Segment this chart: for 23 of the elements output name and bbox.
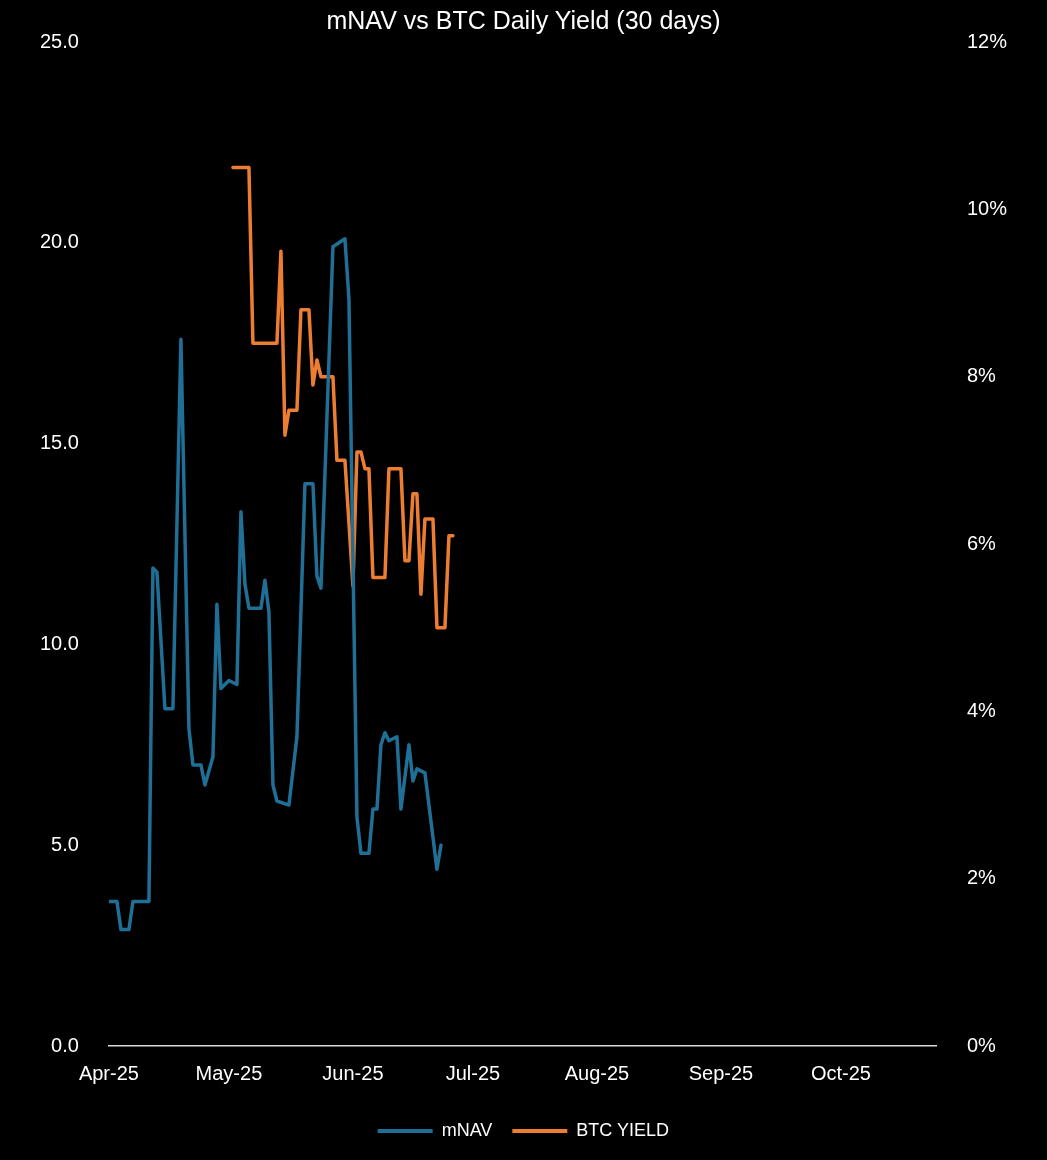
x-tick-label: Jul-25 xyxy=(445,1061,501,1084)
y2-tick-label: 8% xyxy=(966,364,997,387)
x-tick-label: Apr-25 xyxy=(78,1061,139,1084)
legend-label: mNAV xyxy=(441,1119,493,1140)
x-tick-label: Oct-25 xyxy=(810,1061,871,1084)
y-tick-label: 15.0 xyxy=(39,431,79,454)
x-tick-label: Jun-25 xyxy=(322,1061,384,1084)
x-tick-label: Sep-25 xyxy=(688,1061,754,1084)
y-tick-label: 10.0 xyxy=(39,631,79,654)
y2-tick-label: 4% xyxy=(966,698,997,721)
y-tick-label: 5.0 xyxy=(51,832,79,855)
legend-label: BTC YIELD xyxy=(576,1119,670,1140)
y2-tick-label: 10% xyxy=(966,196,1008,219)
y-tick-label: 0.0 xyxy=(51,1033,79,1056)
y2-tick-label: 6% xyxy=(966,531,997,554)
y-tick-label: 20.0 xyxy=(39,230,79,253)
y2-tick-label: 0% xyxy=(966,1033,997,1056)
chart-title: mNAV vs BTC Daily Yield (30 days) xyxy=(326,5,721,34)
x-tick-label: May-25 xyxy=(195,1061,263,1084)
y2-tick-label: 2% xyxy=(966,866,997,889)
y2-tick-label: 12% xyxy=(966,29,1008,52)
y-tick-label: 25.0 xyxy=(39,29,79,52)
x-tick-label: Aug-25 xyxy=(564,1061,630,1084)
